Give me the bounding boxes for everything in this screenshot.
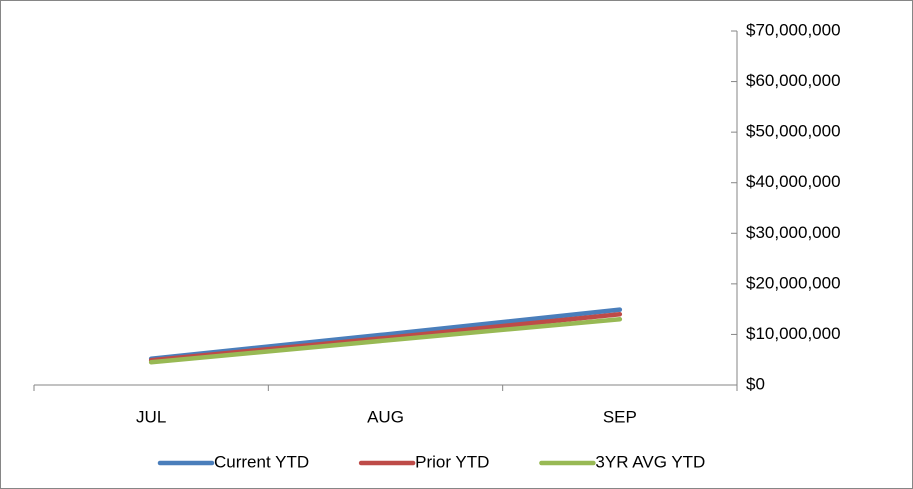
- y-tick-label: $10,000,000: [746, 324, 841, 343]
- legend-label: 3YR AVG YTD: [595, 452, 705, 471]
- y-tick-label: $0: [746, 374, 765, 393]
- x-tick-label: AUG: [367, 407, 404, 426]
- x-tick-label: JUL: [136, 407, 166, 426]
- x-tick-label: SEP: [603, 407, 637, 426]
- series-line: [148, 317, 623, 365]
- y-tick-label: $30,000,000: [746, 223, 841, 242]
- y-tick-label: $60,000,000: [746, 71, 841, 90]
- y-tick-label: $70,000,000: [746, 20, 841, 39]
- y-tick-label: $50,000,000: [746, 122, 841, 141]
- legend-label: Prior YTD: [415, 452, 489, 471]
- y-tick-label: $40,000,000: [746, 172, 841, 191]
- legend-label: Current YTD: [214, 452, 309, 471]
- y-tick-label: $20,000,000: [746, 273, 841, 292]
